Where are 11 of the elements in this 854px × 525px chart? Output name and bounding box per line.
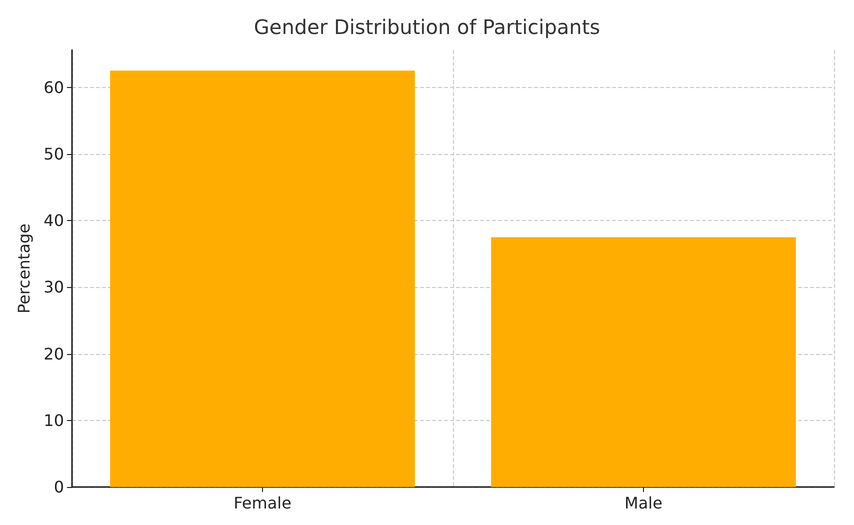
y-tick-label: 30	[44, 278, 64, 297]
y-tick-label: 40	[44, 211, 64, 230]
y-tick-label: 20	[44, 344, 64, 364]
y-tick-label: 0	[54, 478, 64, 496]
chart-title: Gender Distribution of Participants	[254, 15, 600, 39]
x-tick-label: Male	[624, 494, 662, 512]
y-axis-title: Percentage	[14, 223, 34, 314]
y-tick-label: 50	[44, 144, 64, 164]
y-tick-label: 10	[44, 410, 64, 430]
x-tick-label: Female	[234, 494, 292, 512]
y-tick-label: 60	[44, 78, 64, 97]
